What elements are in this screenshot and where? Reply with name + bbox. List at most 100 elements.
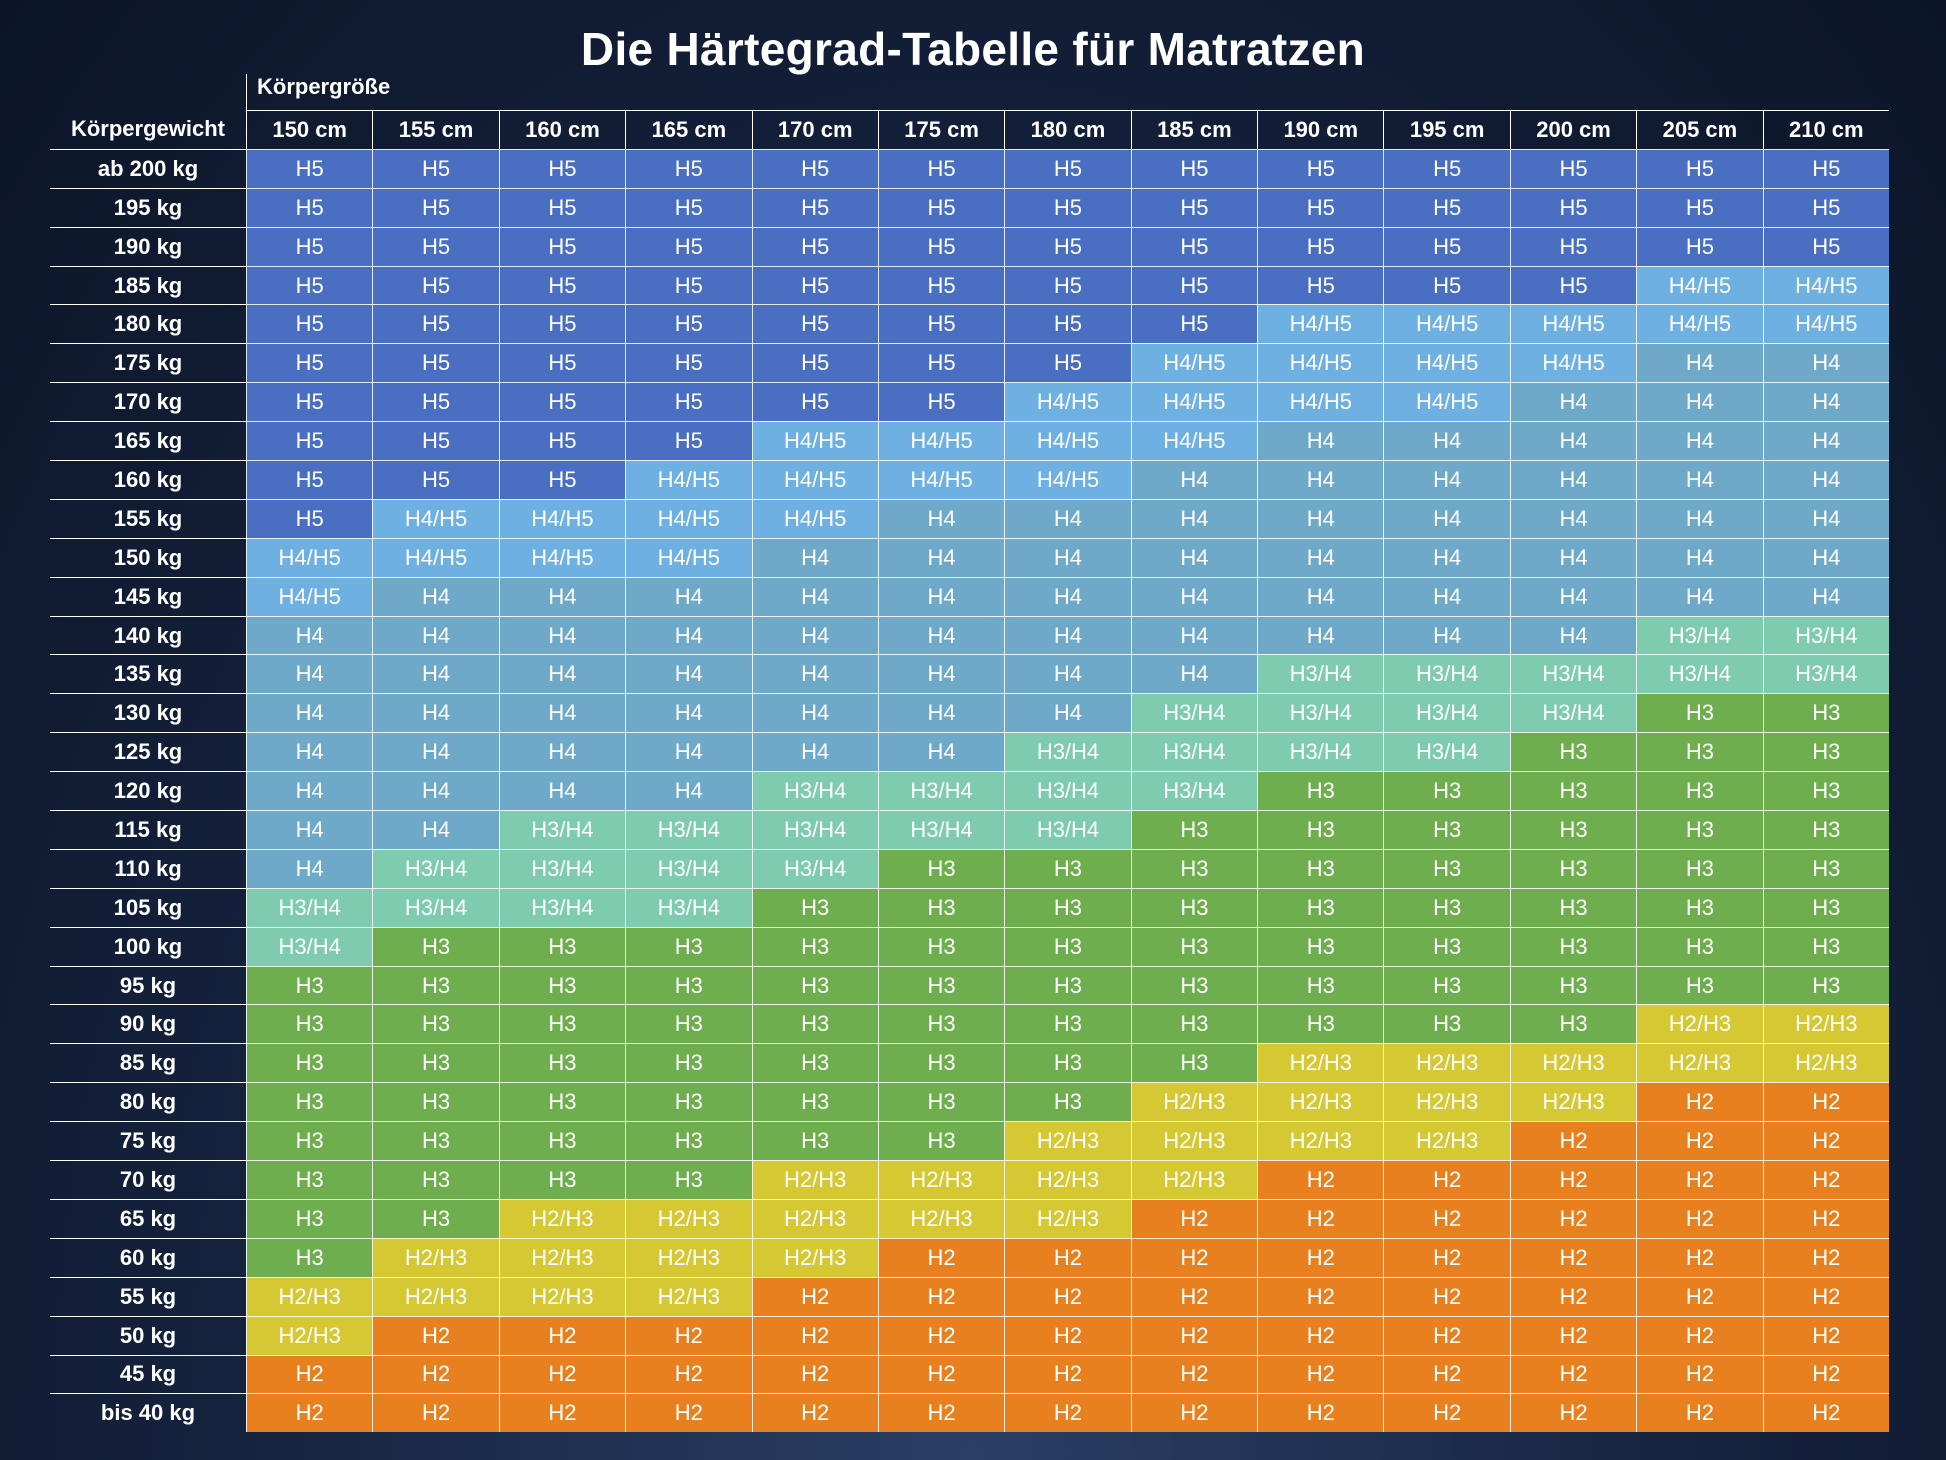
table-cell: H3	[1762, 810, 1889, 849]
table-cell: H3	[625, 1043, 752, 1083]
table-cell: H4/H5	[498, 498, 626, 538]
table-cell: H5	[246, 421, 373, 461]
row-label: 45 kg	[50, 1354, 246, 1394]
table-cell: H3	[1762, 771, 1889, 811]
table-cell: H5	[246, 226, 373, 266]
table-cell: H4	[372, 810, 499, 849]
table-cell: H4/H5	[1257, 343, 1384, 383]
table-cell: H3/H4	[498, 887, 626, 927]
table-cell: H2	[498, 1354, 626, 1394]
table-cell: H3	[372, 1004, 499, 1044]
table-cell: H4	[1004, 654, 1131, 694]
table-cell: H5	[1383, 148, 1510, 188]
row-label: 165 kg	[50, 421, 246, 460]
table-cell: H4/H5	[498, 537, 626, 577]
table-cell: H4	[1257, 498, 1384, 538]
row-label: 185 kg	[50, 265, 246, 305]
table-cell: H4	[1257, 537, 1384, 577]
table-cell: H5	[1130, 187, 1258, 227]
table-cell: H2/H3	[1509, 1082, 1637, 1122]
table-cell: H3	[1509, 965, 1637, 1005]
table-cell: H3/H4	[751, 771, 878, 811]
table-cell: H5	[498, 343, 626, 383]
column-header: 160 cm	[498, 110, 626, 149]
table-cell: H3	[1257, 810, 1384, 849]
table-cell: H4/H5	[246, 576, 373, 616]
table-cell: H3	[1762, 848, 1889, 888]
table-cell: H4	[1636, 421, 1763, 461]
table-cell: H3	[625, 1160, 752, 1199]
table-cell: H2	[1636, 1237, 1763, 1277]
table-cell: H4	[1004, 498, 1131, 538]
table-cell: H5	[1762, 187, 1889, 227]
table-cell: H2	[1004, 1276, 1131, 1316]
table-cell: H4	[751, 615, 878, 655]
table-cell: H2	[1383, 1315, 1510, 1355]
table-cell: H3/H4	[1004, 810, 1131, 849]
table-cell: H5	[372, 421, 499, 461]
table-cell: H3	[246, 965, 373, 1005]
table-cell: H4/H5	[1130, 382, 1258, 422]
table-cell: H2	[1509, 1198, 1637, 1238]
table-cell: H2	[1383, 1354, 1510, 1394]
table-cell: H3	[498, 1043, 626, 1083]
table-cell: H5	[751, 226, 878, 266]
table-cell: H4/H5	[1762, 265, 1889, 305]
table-cell: H3/H4	[1004, 771, 1131, 811]
table-cell: H5	[498, 265, 626, 305]
table-cell: H3	[751, 1121, 878, 1161]
table-cell: H3	[1130, 887, 1258, 927]
table-cell: H3	[1257, 771, 1384, 811]
row-label: 145 kg	[50, 576, 246, 616]
table-cell: H5	[625, 421, 752, 461]
table-cell: H4	[1509, 576, 1637, 616]
table-cell: H2	[1509, 1354, 1637, 1394]
table-cell: H3	[877, 926, 1005, 966]
table-cell: H2/H3	[877, 1198, 1005, 1238]
column-header: 180 cm	[1004, 110, 1131, 149]
table-cell: H5	[751, 382, 878, 422]
table-cell: H3	[372, 1082, 499, 1122]
table-cell: H3/H4	[372, 887, 499, 927]
table-cell: H5	[877, 187, 1005, 227]
table-cell: H2/H3	[625, 1198, 752, 1238]
table-cell: H3	[246, 1121, 373, 1161]
table-cell: H4/H5	[877, 421, 1005, 461]
table-cell: H4	[877, 615, 1005, 655]
table-cell: H4/H5	[877, 460, 1005, 499]
column-header: 155 cm	[372, 110, 499, 149]
table-cell: H2	[1762, 1315, 1889, 1355]
table-cell: H4	[498, 576, 626, 616]
table-cell: H4/H5	[1130, 421, 1258, 461]
table-cell: H5	[1509, 148, 1637, 188]
table-cell: H4	[1130, 498, 1258, 538]
table-cell: H5	[498, 187, 626, 227]
table-cell: H3	[372, 1121, 499, 1161]
table-cell: H3	[498, 1160, 626, 1199]
row-label: 170 kg	[50, 382, 246, 421]
row-label: 115 kg	[50, 810, 246, 849]
table-cell: H3	[1636, 693, 1763, 733]
table-cell: H3	[1509, 771, 1637, 811]
table-cell: H4	[1257, 615, 1384, 655]
table-cell: H2	[1636, 1160, 1763, 1199]
table-cell: H3	[1130, 1043, 1258, 1083]
table-cell: H5	[498, 304, 626, 344]
table-cell: H2	[1636, 1121, 1763, 1161]
row-label: 140 kg	[50, 615, 246, 655]
row-label: 55 kg	[50, 1276, 246, 1316]
table-cell: H4	[877, 654, 1005, 694]
table-cell: H4	[1509, 460, 1637, 499]
table-cell: H3	[751, 1004, 878, 1044]
table-cell: H2/H3	[1383, 1121, 1510, 1161]
table-cell: H3	[1762, 965, 1889, 1005]
table-cell: H3/H4	[246, 887, 373, 927]
table-cell: H4	[246, 771, 373, 811]
table-cell: H5	[1509, 265, 1637, 305]
table-cell: H2	[1004, 1354, 1131, 1394]
table-cell: H2	[1004, 1315, 1131, 1355]
table-cell: H3/H4	[877, 771, 1005, 811]
table-cell: H5	[246, 148, 373, 188]
table-cell: H2/H3	[1130, 1121, 1258, 1161]
column-header: 175 cm	[877, 110, 1005, 149]
